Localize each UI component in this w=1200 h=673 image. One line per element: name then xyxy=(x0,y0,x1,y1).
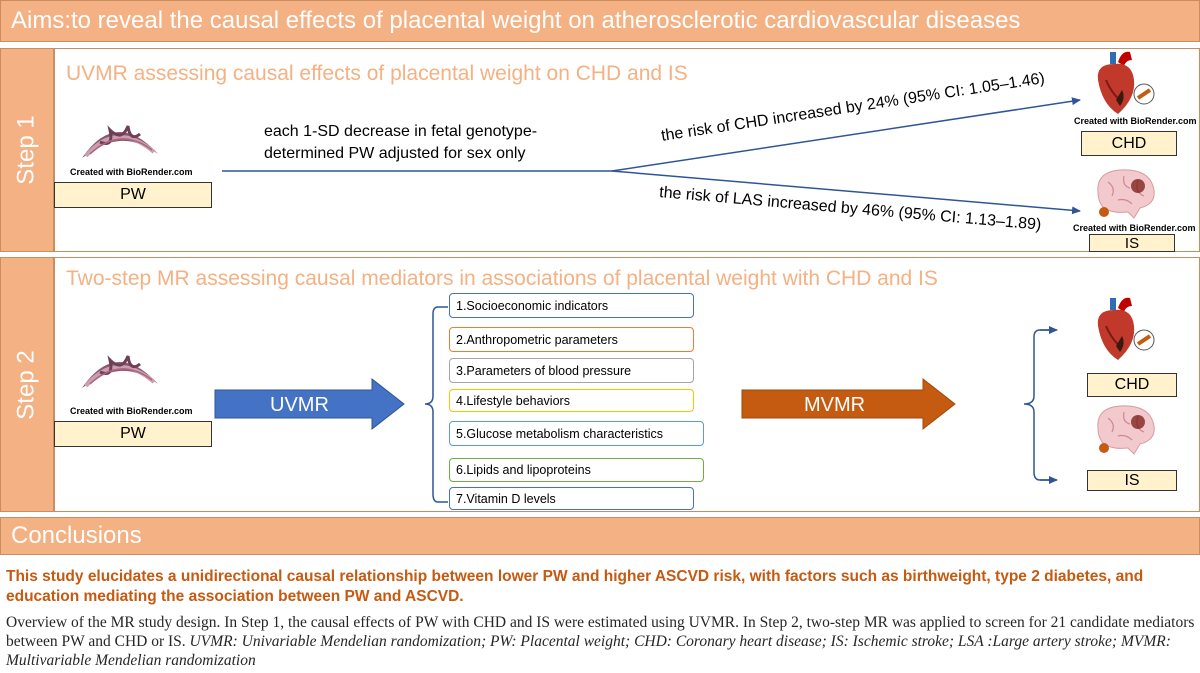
mediator-label: 1.Socioeconomic indicators xyxy=(456,298,609,313)
uvmr-arrow xyxy=(214,377,405,431)
step2-exposure-label: PW xyxy=(54,421,212,447)
step2-exposure-credit: Created with BioRender.com xyxy=(70,406,193,416)
mediator-label: 4.Lifestyle behaviors xyxy=(456,393,570,408)
step2-is-label: IS xyxy=(1087,470,1177,491)
mediator-box: 7.Vitamin D levels xyxy=(449,487,694,510)
mediator-label: 7.Vitamin D levels xyxy=(456,491,556,506)
step1-is-credit: Created with BioRender.com xyxy=(1073,223,1196,233)
uvmr-label: UVMR xyxy=(270,394,329,416)
step1-exposure-label: PW xyxy=(54,182,212,208)
step2-exposure-text: PW xyxy=(120,425,146,442)
mvmr-label: MVMR xyxy=(804,394,866,416)
mvmr-arrow xyxy=(741,377,956,431)
step1-description-line2: determined PW adjusted for sex only xyxy=(264,145,526,162)
step1-is-arrow xyxy=(611,170,1081,215)
mediator-box: 4.Lifestyle behaviors xyxy=(449,389,694,412)
mediator-box: 1.Socioeconomic indicators xyxy=(449,293,694,318)
step2-title: Two-step MR assessing causal mediators i… xyxy=(66,267,938,290)
outcomes-brace xyxy=(1023,329,1053,481)
conclusions-banner: Conclusions xyxy=(0,517,1200,555)
conclusion-text: This study elucidates a unidirectional c… xyxy=(6,568,1144,605)
step1-is-text: IS xyxy=(1124,234,1140,252)
mediator-label: 3.Parameters of blood pressure xyxy=(456,363,632,378)
mediator-box: 2.Anthropometric parameters xyxy=(449,327,694,352)
step1-description: each 1-SD decrease in fetal genotype- de… xyxy=(264,121,537,165)
placenta-icon xyxy=(82,125,158,158)
mediator-label: 2.Anthropometric parameters xyxy=(456,332,618,347)
heart-icon xyxy=(1097,297,1155,360)
placenta-icon xyxy=(82,355,158,388)
brain-icon xyxy=(1097,169,1155,219)
caption-plain: Overview of the MR study design. In Step… xyxy=(6,614,1195,650)
step1-tab: Step 1 xyxy=(0,48,54,252)
aims-banner: Aims:to reveal the causal effects of pla… xyxy=(0,0,1200,42)
figure-caption: Overview of the MR study design. In Step… xyxy=(6,613,1198,670)
step1-exposure-credit: Created with BioRender.com xyxy=(70,167,193,177)
step2-chd-text: CHD xyxy=(1114,376,1150,393)
step2-is-text: IS xyxy=(1124,471,1140,489)
brain-icon xyxy=(1097,405,1155,455)
step1-chd-credit: Created with BioRender.com xyxy=(1074,116,1197,126)
caption-abbreviations: UVMR: Univariable Mendelian randomizatio… xyxy=(6,633,1171,669)
aims-text: Aims:to reveal the causal effects of pla… xyxy=(11,7,1021,34)
conclusions-heading: Conclusions xyxy=(11,522,142,549)
mediator-box: 3.Parameters of blood pressure xyxy=(449,358,694,383)
step2-chd-label: CHD xyxy=(1087,373,1177,397)
mediator-label: 6.Lipids and lipoproteins xyxy=(456,463,591,477)
step1-chd-label: CHD xyxy=(1081,131,1177,156)
heart-icon xyxy=(1097,51,1155,114)
mediator-box: 5.Glucose metabolism characteristics xyxy=(449,421,704,446)
step1-description-line1: each 1-SD decrease in fetal genotype- xyxy=(264,123,538,140)
step1-exposure-text: PW xyxy=(120,186,146,203)
step1-panel xyxy=(54,48,1200,252)
mediators-brace xyxy=(424,306,448,503)
step1-chd-arrow xyxy=(611,97,1081,172)
step1-is-label: IS xyxy=(1089,234,1175,252)
step1-title: UVMR assessing causal effects of placent… xyxy=(66,62,688,85)
mediator-label: 5.Glucose metabolism characteristics xyxy=(456,426,664,441)
mediator-box: 6.Lipids and lipoproteins xyxy=(449,458,704,482)
step1-chd-text: CHD xyxy=(1111,134,1147,152)
step2-tab: Step 2 xyxy=(0,257,54,512)
